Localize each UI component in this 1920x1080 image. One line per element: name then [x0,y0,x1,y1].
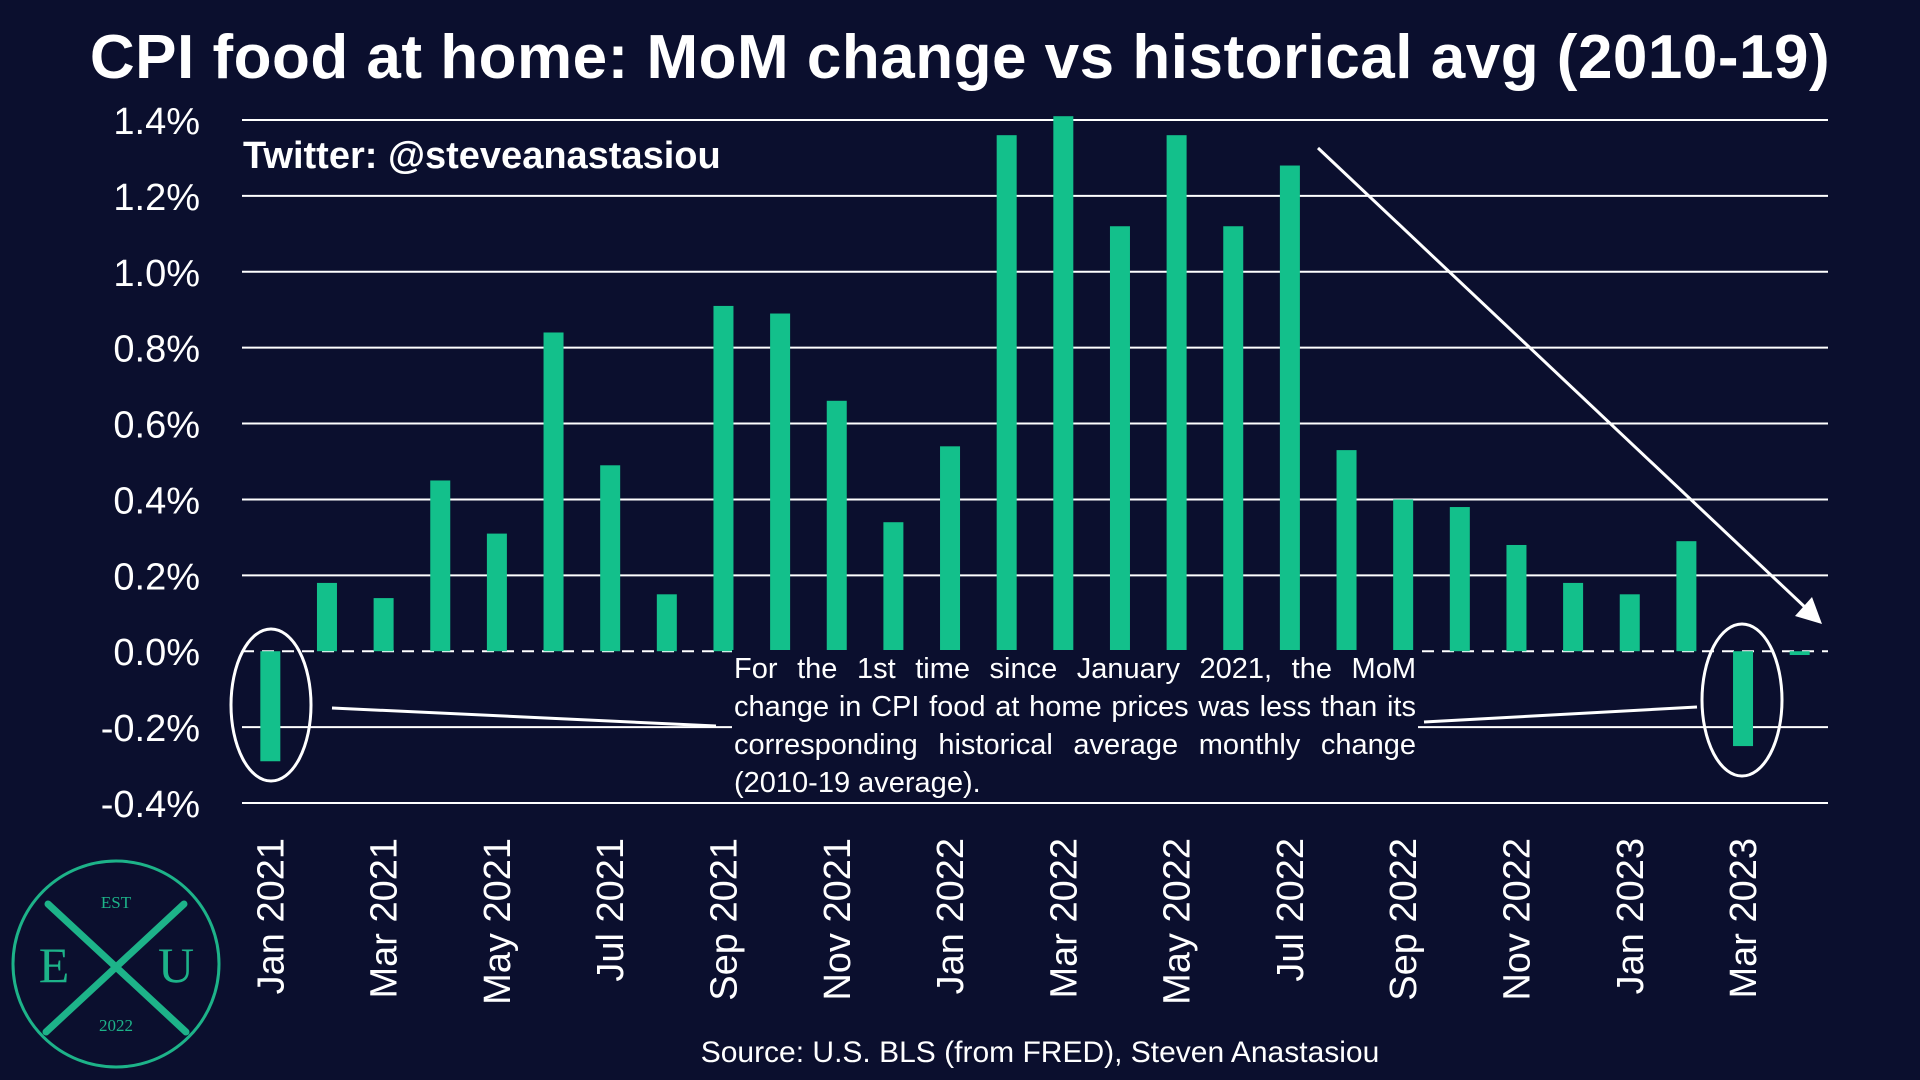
x-tick-label: Mar 2021 [364,838,406,999]
logo-letter-e: E [39,937,70,993]
bar-oct-2021 [770,313,791,652]
x-tick-label: Sep 2021 [703,838,745,1001]
source-note: Source: U.S. BLS (from FRED), Steven Ana… [700,1036,1380,1069]
y-tick-label: 1.2% [113,177,200,219]
x-tick-label: Jul 2022 [1270,838,1312,982]
bar-oct-2022 [1449,507,1470,652]
x-tick-label: Mar 2023 [1723,838,1765,999]
bar-sep-2021 [713,305,734,652]
y-tick-label: 0.4% [113,480,200,522]
bar-feb-2023 [1676,541,1697,652]
y-tick-label: 1.0% [113,253,200,295]
logo-letter-u: U [158,937,194,993]
bar-mar-2023 [1733,651,1754,747]
x-tick-label: Nov 2021 [817,838,859,1001]
bar-jun-2021 [543,332,564,652]
bar-apr-2023 [1789,651,1810,656]
trend-arrow-shaft [1316,146,1810,612]
highlight-ellipse-mar-2023 [1700,622,1784,778]
x-tick-label: May 2021 [477,838,519,1005]
logo-ring [11,859,221,1069]
y-tick-label: 0.0% [113,632,200,674]
bars-layer [260,116,1810,762]
bar-jun-2022 [1223,226,1244,652]
bar-jul-2022 [1279,165,1300,652]
exu-logo: EST E U 2022 [11,859,221,1069]
bar-aug-2021 [656,594,677,652]
x-tick-label: Nov 2022 [1496,838,1538,1001]
bar-feb-2022 [996,135,1017,652]
bar-jan-2021 [260,651,281,762]
bar-apr-2021 [430,480,451,652]
x-tick-label: Sep 2022 [1383,838,1425,1001]
y-axis-ticks: 1.4% 1.2% 1.0% 0.8% 0.6% 0.4% 0.2% 0.0% -0.2% -0.… [101,101,200,826]
chart-title: CPI food at home: MoM change vs historic… [89,23,1831,92]
x-axis-ticks: Jan 2021 Mar 2021 May 2021 Jul 2021 Sep 2021… [250,838,1765,1005]
bar-apr-2022 [1109,226,1130,652]
x-tick-label: Jul 2021 [590,838,632,982]
bar-jul-2021 [600,465,621,652]
annotation-connector-right [1423,705,1698,724]
bar-jan-2023 [1619,594,1640,652]
x-tick-label: Jan 2022 [930,838,972,994]
logo-cross-b [42,900,188,1036]
bar-may-2022 [1166,135,1187,652]
annotation-layer [229,146,1822,783]
bar-may-2021 [486,533,507,652]
x-tick-label: Mar 2022 [1043,838,1085,999]
trend-arrow-head [1795,597,1822,624]
bar-mar-2022 [1053,116,1074,652]
bar-dec-2022 [1563,582,1584,652]
x-tick-label: Jan 2023 [1610,838,1652,994]
y-tick-label: -0.2% [101,708,200,750]
bar-aug-2022 [1336,450,1357,652]
bar-dec-2021 [883,522,904,652]
x-tick-label: May 2022 [1157,838,1199,1005]
y-tick-label: 1.4% [113,101,200,143]
bar-sep-2022 [1393,499,1414,652]
bar-feb-2021 [316,582,337,652]
logo-year: 2022 [99,1016,133,1035]
bar-mar-2021 [373,598,394,652]
highlight-ellipse-jan-2021 [229,627,313,783]
logo-est: EST [101,893,132,912]
y-tick-label: 0.8% [113,329,200,371]
bar-nov-2022 [1506,544,1527,652]
annotation-text: For the 1st time since January 2021, the… [732,650,1418,802]
bar-jan-2022 [940,446,961,652]
y-tick-label: -0.4% [101,784,200,826]
annotation-connector-left [331,706,717,728]
y-tick-label: 0.6% [113,405,200,447]
x-tick-label: Jan 2021 [250,838,292,994]
bar-nov-2021 [826,400,847,652]
twitter-watermark: Twitter: @steveanastasiou [243,135,721,177]
y-tick-label: 0.2% [113,556,200,598]
